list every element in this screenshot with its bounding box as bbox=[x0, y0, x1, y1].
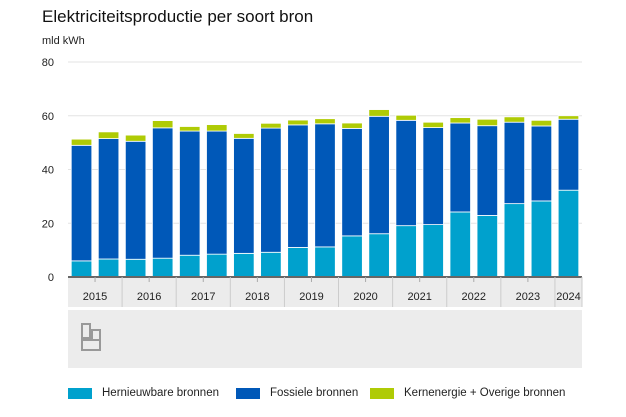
bar-segment bbox=[395, 119, 417, 227]
bar-segment bbox=[152, 257, 174, 278]
bar-segment bbox=[530, 200, 553, 278]
x-tick-label: 2022 bbox=[462, 291, 486, 303]
bar-segment bbox=[260, 122, 282, 129]
bar-segment bbox=[233, 137, 255, 254]
bar-segment bbox=[179, 130, 201, 256]
x-tick-label: 2023 bbox=[516, 291, 540, 303]
y-tick-label: 80 bbox=[42, 57, 54, 69]
bar-segment bbox=[422, 127, 444, 225]
bar-segment bbox=[503, 203, 526, 278]
legend-label: Hernieuwbare bronnen bbox=[102, 387, 219, 399]
x-tick-label: 2015 bbox=[83, 291, 107, 303]
bar-segment bbox=[124, 134, 147, 142]
y-tick-label: 40 bbox=[42, 165, 54, 177]
bar-segment bbox=[97, 258, 120, 278]
bar-segment bbox=[503, 116, 526, 123]
bar-segment bbox=[124, 258, 147, 278]
bar-segment bbox=[368, 233, 390, 278]
x-tick-label: 2016 bbox=[137, 291, 161, 303]
bar-segment bbox=[449, 211, 471, 278]
bar-segment bbox=[395, 114, 417, 121]
bar-segment bbox=[422, 224, 444, 278]
chart-plot: 0 20 40 60 80 2015 2016 2017 2018 2019 2020 2021 202… bbox=[42, 57, 583, 307]
bar-segment bbox=[530, 119, 553, 127]
y-tick-label: 0 bbox=[48, 272, 54, 284]
bar-segment bbox=[233, 133, 255, 139]
bar-segment bbox=[449, 122, 471, 213]
legend-item-renewable[interactable]: Hernieuwbare bronnen bbox=[68, 387, 219, 399]
chart-title: Elektriciteitsproductie per soort bron bbox=[42, 7, 314, 26]
logo-area bbox=[68, 310, 582, 368]
legend-label: Kernenergie + Overige bronnen bbox=[404, 387, 566, 399]
legend-swatch bbox=[68, 387, 92, 399]
bar-segment bbox=[341, 127, 363, 237]
bar-segment bbox=[70, 260, 93, 278]
bar-segment bbox=[341, 122, 363, 129]
bar-segment bbox=[260, 127, 282, 253]
category-axis-band bbox=[68, 277, 582, 307]
legend-label: Fossiele bronnen bbox=[270, 387, 359, 399]
x-tick-label: 2018 bbox=[245, 291, 269, 303]
bar-segment bbox=[233, 252, 255, 278]
bar-segment bbox=[124, 140, 147, 260]
bar-segment bbox=[476, 125, 498, 216]
bar-segment bbox=[152, 120, 174, 129]
x-tick-label: 2021 bbox=[407, 291, 431, 303]
bar-segment bbox=[206, 130, 228, 255]
bar-segment bbox=[476, 215, 498, 278]
y-tick-label: 20 bbox=[42, 218, 54, 230]
bar-segment bbox=[97, 138, 120, 260]
bar-segment bbox=[287, 119, 309, 126]
legend-swatch bbox=[236, 387, 260, 399]
legend-item-nuclear-other[interactable]: Kernenergie + Overige bronnen bbox=[370, 387, 565, 399]
bar-segment bbox=[422, 121, 444, 128]
bar-segment bbox=[368, 109, 390, 117]
bar-segment bbox=[70, 144, 93, 262]
y-tick-label: 60 bbox=[42, 111, 54, 123]
bar-segment bbox=[314, 123, 336, 248]
x-tick-label: 2020 bbox=[353, 291, 377, 303]
bar-segment bbox=[287, 247, 309, 278]
bar-segment bbox=[260, 251, 282, 278]
bar-segment bbox=[530, 125, 553, 202]
bar-segment bbox=[341, 235, 363, 278]
legend-item-fossil[interactable]: Fossiele bronnen bbox=[236, 387, 358, 399]
x-tick-label: 2019 bbox=[299, 291, 323, 303]
bar-segment bbox=[287, 124, 309, 248]
bar-segment bbox=[449, 117, 471, 124]
legend-swatch bbox=[370, 387, 394, 399]
bar-segment bbox=[206, 124, 228, 132]
bar-segment bbox=[70, 138, 93, 146]
bar-segment bbox=[179, 254, 201, 278]
bar-segment bbox=[314, 118, 336, 125]
bar-segment bbox=[557, 189, 580, 278]
bar-segment bbox=[476, 118, 498, 127]
bar-segment bbox=[206, 253, 228, 278]
bar-segment bbox=[503, 121, 526, 205]
x-tick-label: 2017 bbox=[191, 291, 215, 303]
bar-segment bbox=[314, 246, 336, 278]
y-axis-label: mld kWh bbox=[42, 35, 85, 47]
cbs-logo-icon bbox=[81, 323, 101, 351]
x-tick-label: 2024 bbox=[556, 291, 580, 303]
bar-segment bbox=[395, 225, 417, 278]
bar-segment bbox=[557, 118, 580, 191]
bar-segment bbox=[97, 131, 120, 139]
bar-segment bbox=[152, 127, 174, 259]
bar-segment bbox=[557, 115, 580, 120]
bar-segment bbox=[368, 115, 390, 235]
bar-segment bbox=[179, 126, 201, 132]
